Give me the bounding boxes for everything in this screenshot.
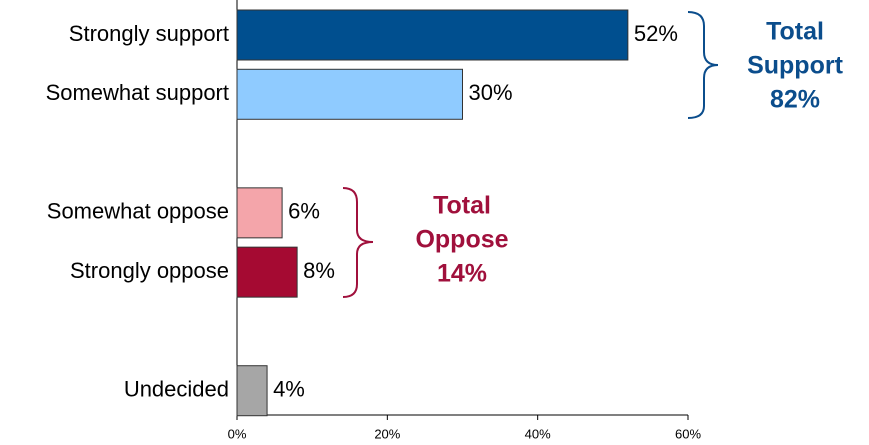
bar <box>236 365 268 417</box>
annotation: 82% <box>770 86 820 114</box>
value-label: 30% <box>469 80 513 105</box>
annotation: Support <box>747 52 843 80</box>
category-label: Undecided <box>124 377 229 402</box>
x-tick-label: 60% <box>675 426 701 441</box>
category-label: Strongly oppose <box>70 258 229 283</box>
annotation: 14% <box>437 260 487 288</box>
value-label: 6% <box>288 199 320 224</box>
category-label: Strongly support <box>69 21 229 46</box>
bar <box>236 187 283 239</box>
annotation: Total <box>433 192 491 220</box>
x-tick-label: 20% <box>374 426 400 441</box>
annotation: Total <box>766 18 824 46</box>
oppose-brace <box>342 187 374 298</box>
support-brace <box>687 11 719 119</box>
x-tick-label: 40% <box>525 426 551 441</box>
bar <box>236 246 298 298</box>
value-label: 4% <box>273 377 305 402</box>
bar <box>236 68 463 120</box>
x-tick-label: 0% <box>228 426 247 441</box>
category-label: Somewhat support <box>46 80 229 105</box>
value-label: 8% <box>303 258 335 283</box>
category-label: Somewhat oppose <box>47 199 229 224</box>
bar <box>236 9 629 61</box>
annotation: Oppose <box>415 226 508 254</box>
value-label: 52% <box>634 21 678 46</box>
